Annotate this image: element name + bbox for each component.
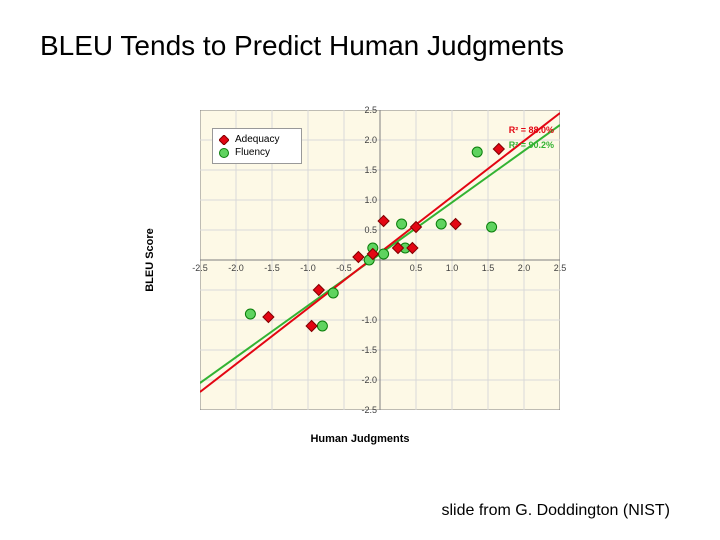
y-tick-label: 1.0: [364, 195, 377, 205]
legend: Adequacy Fluency: [212, 128, 302, 164]
legend-item-adequacy: Adequacy: [219, 133, 295, 146]
y-tick-label: 2.5: [364, 105, 377, 115]
y-tick-label: 2.0: [364, 135, 377, 145]
slide-credit: slide from G. Doddington (NIST): [441, 502, 670, 520]
x-tick-label: 1.5: [482, 263, 495, 273]
y-tick-label: -2.5: [361, 405, 377, 415]
bleu-scatter-chart: BLEU Score Adequacy Fluency R² = 88.0% R…: [160, 110, 560, 445]
x-tick-label: -0.5: [336, 263, 352, 273]
legend-swatch-fluency: [219, 148, 229, 158]
y-tick-label: 0.5: [364, 225, 377, 235]
legend-item-fluency: Fluency: [219, 146, 295, 159]
r-squared-fluency: R² = 90.2%: [509, 140, 554, 150]
r-squared-adequacy: R² = 88.0%: [509, 125, 554, 135]
y-tick-label: 1.5: [364, 165, 377, 175]
x-tick-label: -1.0: [300, 263, 316, 273]
x-axis-label: Human Judgments: [310, 433, 409, 445]
x-tick-label: 1.0: [446, 263, 459, 273]
x-tick-label: 0.5: [410, 263, 423, 273]
legend-swatch-adequacy: [219, 135, 229, 145]
slide-title: BLEU Tends to Predict Human Judgments: [40, 30, 564, 62]
legend-label-adequacy: Adequacy: [235, 134, 279, 145]
y-tick-label: -1.5: [361, 345, 377, 355]
x-tick-label: 2.0: [518, 263, 531, 273]
x-tick-label: -2.0: [228, 263, 244, 273]
plot-area: Adequacy Fluency R² = 88.0% R² = 90.2% -…: [200, 110, 560, 410]
y-tick-label: -1.0: [361, 315, 377, 325]
legend-label-fluency: Fluency: [235, 147, 270, 158]
x-tick-label: -2.5: [192, 263, 208, 273]
y-tick-label: -2.0: [361, 375, 377, 385]
y-axis-label: BLEU Score: [144, 228, 156, 292]
x-tick-label: 2.5: [554, 263, 567, 273]
x-tick-label: -1.5: [264, 263, 280, 273]
